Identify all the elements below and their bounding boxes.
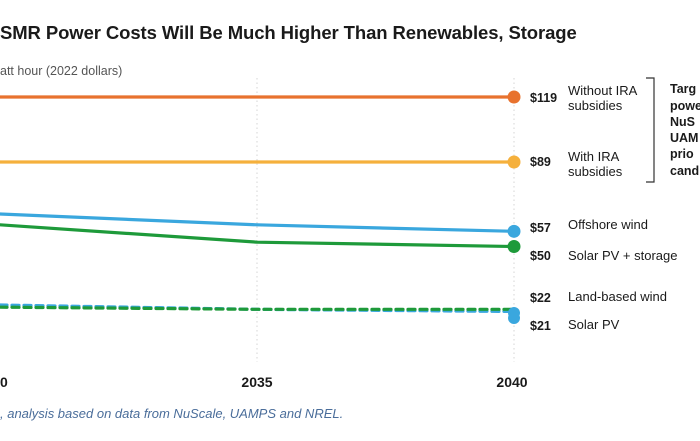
bracket-annotation: Targ powe NuS UAM prio cand [646, 77, 700, 183]
bracket-note-line: Targ [670, 82, 696, 96]
series-label-solar-pv: Solar PV [568, 317, 620, 332]
series-endpoints [507, 90, 521, 324]
series-label-with-ira-subsidies: subsidies [568, 164, 623, 179]
endpoint-marker-solar-pv [508, 312, 520, 324]
end-value-without-ira-subsidies: $119 [530, 91, 557, 105]
endpoint-marker-without-ira-subsidies [507, 90, 521, 104]
bracket-note-line: cand [670, 164, 699, 178]
chart-subtitle: att hour (2022 dollars) [0, 64, 123, 78]
bracket-note-line: powe [670, 99, 700, 113]
bracket-note-line: prio [670, 147, 694, 161]
end-value-solar-pv-storage: $50 [530, 249, 551, 263]
end-value-land-based-wind: $22 [530, 291, 551, 305]
gridlines [256, 78, 515, 362]
series-line-offshore-wind [0, 212, 516, 233]
series-line-solar-pv [0, 305, 516, 311]
chart-title: SMR Power Costs Will Be Much Higher Than… [0, 22, 577, 43]
endpoint-marker-solar-pv-storage [507, 240, 521, 253]
endpoint-marker-offshore-wind [507, 224, 521, 238]
series-label-without-ira-subsidies: Without IRA [568, 83, 638, 98]
end-value-offshore-wind: $57 [530, 221, 551, 235]
bracket-note-line: UAM [670, 131, 698, 145]
end-value-labels: $119 $89 $57 $50 $22 $21 [530, 91, 557, 333]
x-tick-label: 2035 [241, 374, 272, 390]
series-label-offshore-wind: Offshore wind [568, 217, 648, 232]
x-axis: 0 2035 2040 [0, 374, 528, 390]
series-label-without-ira-subsidies: subsidies [568, 98, 623, 113]
chart-source: , analysis based on data from NuScale, U… [0, 406, 344, 421]
x-tick-label: 0 [0, 374, 8, 390]
series-lines [0, 95, 516, 314]
series-label-with-ira-subsidies: With IRA [568, 149, 620, 164]
series-label-land-based-wind: Land-based wind [568, 289, 667, 304]
series-line-solar-pv-storage [0, 223, 516, 249]
end-value-with-ira-subsidies: $89 [530, 155, 551, 169]
series-label-solar-pv-storage: Solar PV + storage [568, 248, 677, 263]
end-value-solar-pv: $21 [530, 319, 551, 333]
bracket-note-line: NuS [670, 115, 695, 129]
bracket-line [646, 77, 655, 183]
endpoint-marker-with-ira-subsidies [507, 155, 521, 169]
x-tick-label: 2040 [496, 374, 527, 390]
